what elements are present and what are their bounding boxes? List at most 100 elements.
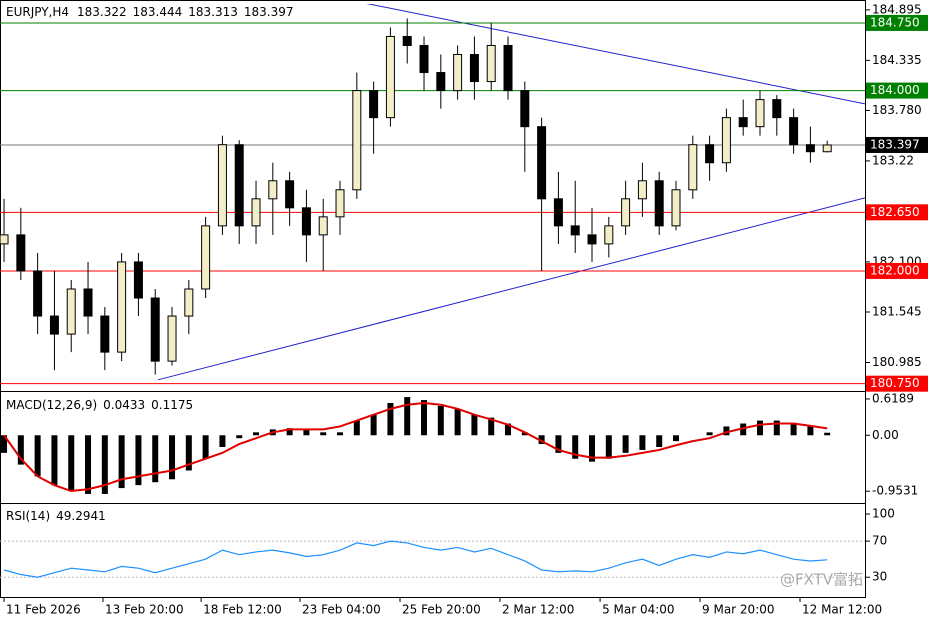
high-value: 183.444 [133,5,183,19]
y-tick-label: 183.780 [872,103,922,117]
macd-bar [622,435,629,453]
symbol: EURJPY,H4 [6,5,69,19]
macd-bar [454,408,461,436]
candle-body [385,35,395,119]
candle-body [537,126,547,200]
macd-bar [51,435,58,486]
candle-body [738,117,748,128]
macd-bar [706,432,713,436]
macd-bar [521,432,528,436]
candle-body [369,90,379,119]
level-label: 182.000 [870,263,920,277]
level-label: 180.750 [870,376,920,390]
candle-body [150,297,160,362]
candle-body [167,315,177,362]
y-tick-label: 180.985 [872,355,922,369]
candle-body [822,144,832,153]
candle-body [133,261,143,299]
macd-bar [85,435,92,494]
level-box [866,375,928,392]
macd-bar [202,435,209,459]
macd-bar [605,435,612,459]
close-value: 183.397 [244,5,294,19]
macd-bar [639,435,646,450]
candle-body [234,144,244,227]
trend-line [157,197,865,381]
macd-bar [236,435,243,439]
signal-line [3,401,828,493]
candle-body [201,225,211,290]
macd-bar [169,435,176,480]
x-tick-label: 18 Feb 12:00 [203,603,282,617]
candle-body [100,315,110,353]
rsi-label: RSI(14) [6,509,50,523]
macd-bar [807,426,814,436]
macd-bar [437,405,444,436]
x-tick-label: 25 Feb 20:00 [402,603,481,617]
candle-body [789,117,799,146]
macd-bar [824,432,831,436]
macd-bar [17,435,24,465]
x-tick-label: 23 Feb 04:00 [302,603,381,617]
price-label: 183.397 [870,137,920,151]
macd-bar [471,414,478,436]
macd-bar [790,423,797,436]
candle-body [184,288,194,317]
y-tick-label: 184.895 [872,2,922,16]
macd-bar [135,435,142,486]
level-box [866,204,928,221]
macd-bar [353,420,360,436]
macd-bar [773,420,780,436]
y-tick-label: -0.9531 [872,484,918,498]
candle-body [402,35,412,46]
macd-bar [1,435,8,453]
macd-bar [404,397,411,436]
macd-bar [337,432,344,436]
candle-body [251,198,261,227]
x-tick-label: 9 Mar 20:00 [702,603,775,617]
candle-body [0,234,9,245]
rsi-line [3,540,828,578]
candle-body [671,189,681,227]
macd-bar [589,435,596,462]
trend-line [366,4,865,105]
watermark: @FXTV富拓 [780,571,863,589]
level-label: 182.650 [870,205,920,219]
macd-value: 0.0433 [103,398,145,412]
level-box [866,14,928,31]
candle-body [419,44,429,74]
candle-body [83,288,93,317]
y-tick-label: 0.6189 [872,391,914,405]
plot-frame [0,0,866,598]
level-label: 184.750 [870,15,920,29]
candle-body [772,99,782,119]
macd-bar [370,414,377,436]
candle-body [637,180,647,200]
macd-bar [757,420,764,436]
macd-bar [387,402,394,436]
candle-body [520,90,530,128]
macd-header: MACD(12,26,9) 0.0433 0.1175 [6,398,193,412]
x-tick-label: 12 Mar 12:00 [802,603,882,617]
rsi-value: 49.2941 [56,509,106,523]
candle-body [335,189,345,218]
candle-body [755,99,765,128]
y-tick-label: 184.335 [872,53,922,67]
candle-body [503,44,513,92]
candle-body [688,144,698,191]
y-tick-label: 30 [872,570,887,584]
macd-label: MACD(12,26,9) [6,398,97,412]
candle-body [570,225,580,236]
candle-body [285,180,295,209]
candle-body [268,180,278,200]
x-tick-label: 5 Mar 04:00 [602,603,675,617]
candle-body [217,144,227,227]
level-box [866,82,928,99]
macd-bar [320,432,327,436]
price-box [866,136,928,153]
candle-body [705,144,715,164]
rsi-header: RSI(14) 49.2941 [6,509,106,523]
candle-body [66,288,76,335]
macd-bar [488,417,495,436]
candle-body [436,72,446,92]
